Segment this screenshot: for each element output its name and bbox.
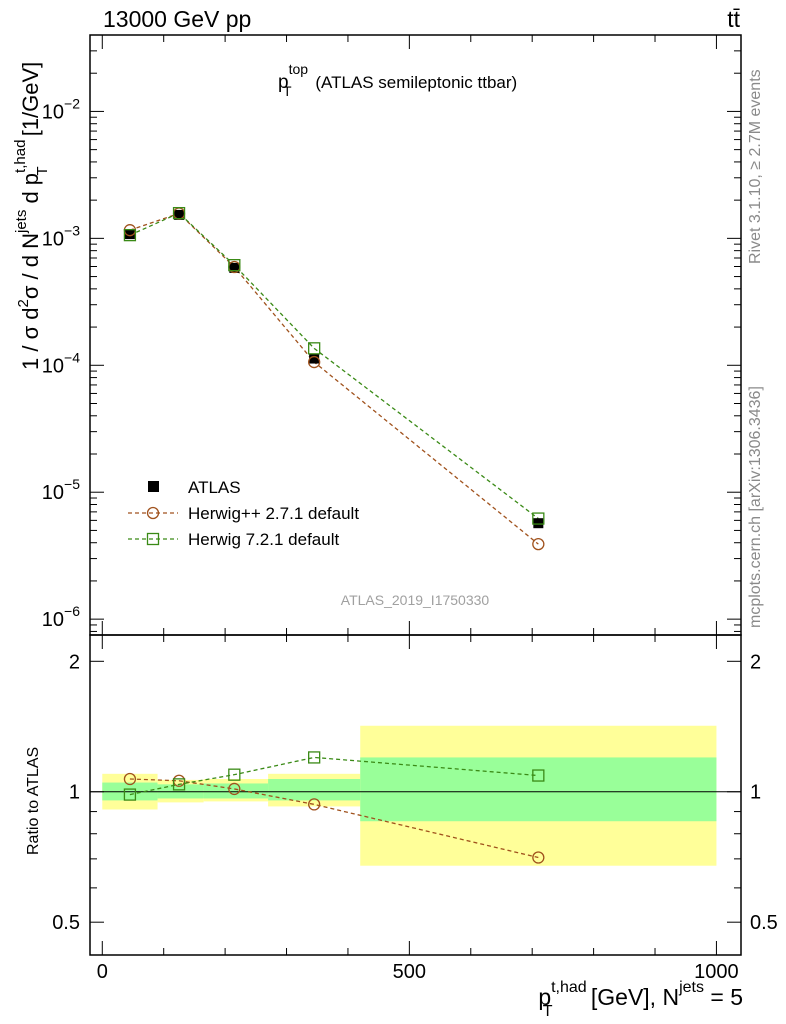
header-left: 13000 GeV pp bbox=[103, 6, 251, 32]
plot-title: ptop T (ATLAS semileptonic ttbar) bbox=[278, 61, 517, 99]
ratio-point-herwig7 bbox=[532, 769, 545, 782]
tick-base: 10 bbox=[42, 101, 64, 123]
tick-exp: −4 bbox=[64, 349, 80, 365]
x-label-b-sup: jets bbox=[678, 979, 704, 996]
plot-title-p: p bbox=[278, 72, 289, 93]
ratio-y-tick-label-right: 1 bbox=[750, 782, 761, 804]
x-label-a-sup: t,had bbox=[551, 979, 587, 996]
data-point-atlas bbox=[124, 229, 135, 240]
plot-title-rest: (ATLAS semileptonic ttbar) bbox=[311, 73, 518, 92]
legend-label: Herwig 7.2.1 default bbox=[188, 530, 339, 549]
main-y-tick-label: 10−2 bbox=[42, 95, 80, 123]
x-label-c: = 5 bbox=[704, 984, 743, 1010]
legend: ATLAS Herwig++ 2.7.1 default Herwig 7.2.… bbox=[128, 478, 359, 549]
x-label-a-sub: T bbox=[543, 1003, 553, 1020]
ratio-point-herwigpp bbox=[123, 772, 137, 786]
legend-label: Herwig++ 2.7.1 default bbox=[188, 504, 359, 523]
main-series bbox=[123, 206, 545, 551]
series-line bbox=[129, 212, 539, 520]
x-label-b: [GeV], N bbox=[584, 984, 679, 1010]
tick-exp: −2 bbox=[64, 95, 80, 111]
x-tick-label: 1000 bbox=[694, 961, 739, 983]
ratio-series bbox=[123, 751, 545, 864]
ratio-y-tick-label-left: 1 bbox=[69, 782, 80, 804]
x-tick-labels: 0 500 1000 bbox=[97, 961, 739, 983]
ratio-point-herwig7 bbox=[172, 778, 186, 791]
ratio-point-herwigpp bbox=[228, 782, 241, 796]
ratio-bands bbox=[102, 725, 717, 866]
tick-exp: −5 bbox=[64, 476, 80, 492]
y-label-b: σ / d N bbox=[18, 233, 43, 299]
y-label-c-sup: t,had bbox=[12, 140, 29, 173]
legend-item-atlas: ATLAS bbox=[148, 478, 241, 497]
header-right: tt̄ bbox=[727, 6, 740, 32]
legend-item-herwig7: Herwig 7.2.1 default bbox=[128, 530, 339, 549]
axis-ticks bbox=[90, 34, 741, 955]
mcplots-label: mcplots.cern.ch [arXiv:1306.3436] bbox=[747, 386, 764, 628]
ratio-y-tick-labels: 2 1 0.5 2 1 0.5 bbox=[52, 651, 778, 934]
data-point-atlas bbox=[309, 353, 320, 364]
tick-base: 10 bbox=[42, 482, 64, 504]
data-point-herwig7 bbox=[172, 206, 186, 220]
plot-title-sub: T bbox=[283, 83, 292, 99]
legend-marker-filled-square bbox=[148, 481, 159, 492]
y-label-d: [1/GeV] bbox=[18, 62, 43, 143]
ratio-band-green bbox=[203, 783, 269, 799]
ratio-frame bbox=[89, 634, 742, 956]
tick-base: 10 bbox=[42, 355, 64, 377]
y-main-label: 1 / σ d2σ / d Njets d pt,had T [1/GeV] bbox=[12, 62, 51, 370]
main-y-tick-label: 10−3 bbox=[42, 222, 80, 250]
data-point-herwigpp bbox=[308, 355, 321, 369]
ratio-point-herwigpp bbox=[308, 798, 321, 811]
data-point-atlas bbox=[174, 209, 185, 220]
data-point-herwig7 bbox=[532, 512, 545, 525]
ratio-y-tick-label-right: 2 bbox=[750, 651, 761, 673]
ratio-y-tick-label-left: 2 bbox=[69, 651, 80, 673]
data-point-atlas bbox=[533, 518, 544, 529]
data-point-atlas bbox=[229, 262, 240, 273]
main-y-tick-labels: 10−2 10−3 10−4 10−5 10−6 bbox=[42, 95, 80, 631]
ratio-point-herwigpp bbox=[532, 851, 545, 864]
legend-item-herwigpp: Herwig++ 2.7.1 default bbox=[128, 504, 359, 523]
data-point-herwigpp bbox=[532, 537, 545, 551]
ratio-series-line bbox=[129, 756, 539, 796]
rivet-label: Rivet 3.1.10, ≥ 2.7M events bbox=[747, 69, 764, 264]
y-ratio-label: Ratio to ATLAS bbox=[25, 747, 42, 855]
x-tick-label: 500 bbox=[393, 961, 426, 983]
y-label-a-sup: 2 bbox=[15, 299, 32, 307]
ratio-series-line bbox=[129, 778, 539, 859]
data-point-herwig7 bbox=[123, 228, 137, 242]
main-y-tick-label: 10−4 bbox=[42, 349, 80, 377]
ratio-band-green bbox=[268, 779, 361, 801]
analysis-id: ATLAS_2019_I1750330 bbox=[341, 592, 490, 608]
ratio-point-herwig7 bbox=[123, 788, 137, 801]
main-y-tick-label: 10−5 bbox=[42, 476, 80, 504]
tick-exp: −6 bbox=[64, 603, 80, 619]
y-label-c: d p bbox=[18, 173, 43, 210]
legend-marker-open-circle bbox=[146, 506, 160, 520]
data-point-herwig7 bbox=[228, 258, 241, 272]
tick-base: 10 bbox=[42, 228, 64, 250]
data-point-herwig7 bbox=[308, 342, 321, 355]
ratio-y-tick-label-left: 0.5 bbox=[52, 912, 80, 934]
y-label-a: 1 / σ d bbox=[18, 308, 43, 371]
y-label-c-sub: T bbox=[34, 166, 51, 175]
x-label-a: p bbox=[538, 984, 551, 1010]
plot-title-sup: top bbox=[289, 61, 309, 77]
ratio-point-herwig7 bbox=[228, 768, 241, 781]
tick-base: 10 bbox=[42, 609, 64, 631]
legend-label: ATLAS bbox=[188, 478, 241, 497]
ratio-band-green bbox=[360, 757, 717, 822]
main-y-tick-label: 10−6 bbox=[42, 603, 80, 631]
x-label: pt,had T [GeV], Njets = 5 bbox=[538, 979, 743, 1020]
tick-exp: −3 bbox=[64, 222, 80, 238]
ratio-y-tick-label-right: 0.5 bbox=[750, 912, 778, 934]
legend-marker-open-square bbox=[146, 532, 160, 546]
x-tick-label: 0 bbox=[97, 961, 108, 983]
y-label-b-sup: jets bbox=[13, 210, 30, 234]
ratio-point-herwig7 bbox=[308, 751, 321, 764]
